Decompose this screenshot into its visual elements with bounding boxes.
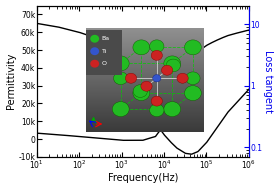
- Circle shape: [150, 40, 164, 53]
- Y-axis label: Loss tangent: Loss tangent: [263, 50, 273, 113]
- Circle shape: [166, 59, 181, 72]
- Circle shape: [133, 40, 150, 55]
- Circle shape: [125, 73, 137, 83]
- Circle shape: [112, 56, 129, 71]
- Circle shape: [150, 104, 164, 117]
- Circle shape: [151, 96, 162, 106]
- Circle shape: [162, 65, 173, 75]
- Circle shape: [164, 56, 181, 71]
- Circle shape: [90, 35, 99, 43]
- Circle shape: [184, 86, 201, 101]
- Y-axis label: Permittivity: Permittivity: [6, 53, 16, 109]
- Text: O: O: [102, 61, 107, 66]
- Text: Ba: Ba: [102, 36, 110, 41]
- Circle shape: [184, 40, 201, 55]
- Circle shape: [133, 86, 150, 101]
- Circle shape: [151, 50, 162, 60]
- Circle shape: [90, 60, 99, 68]
- Circle shape: [112, 102, 129, 117]
- Circle shape: [133, 85, 148, 97]
- Circle shape: [186, 72, 200, 85]
- X-axis label: Frequency(Hz): Frequency(Hz): [108, 174, 178, 184]
- Circle shape: [90, 47, 99, 55]
- Circle shape: [114, 72, 128, 85]
- FancyBboxPatch shape: [86, 30, 122, 75]
- Text: Ti: Ti: [102, 49, 107, 54]
- Circle shape: [153, 75, 161, 82]
- Circle shape: [164, 102, 181, 117]
- Circle shape: [177, 73, 188, 83]
- Circle shape: [141, 81, 152, 91]
